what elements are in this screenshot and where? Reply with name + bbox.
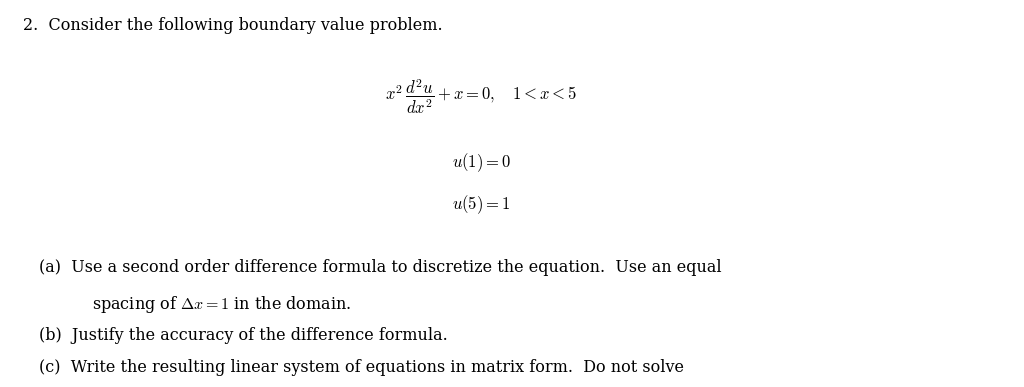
- Text: 2.  Consider the following boundary value problem.: 2. Consider the following boundary value…: [23, 17, 442, 34]
- Text: $x^2\,\dfrac{d^2u}{dx^2} + x = 0, \quad 1 < x < 5$: $x^2\,\dfrac{d^2u}{dx^2} + x = 0, \quad …: [385, 77, 578, 116]
- Text: (a)  Use a second order difference formula to discretize the equation.  Use an e: (a) Use a second order difference formul…: [39, 259, 722, 276]
- Text: $u(1) = 0$: $u(1) = 0$: [452, 151, 511, 174]
- Text: (b)  Justify the accuracy of the difference formula.: (b) Justify the accuracy of the differen…: [39, 327, 447, 344]
- Text: $u(5) = 1$: $u(5) = 1$: [452, 194, 511, 216]
- Text: (c)  Write the resulting linear system of equations in matrix form.  Do not solv: (c) Write the resulting linear system of…: [39, 359, 684, 376]
- Text: spacing of $\Delta x = 1$ in the domain.: spacing of $\Delta x = 1$ in the domain.: [92, 294, 351, 315]
